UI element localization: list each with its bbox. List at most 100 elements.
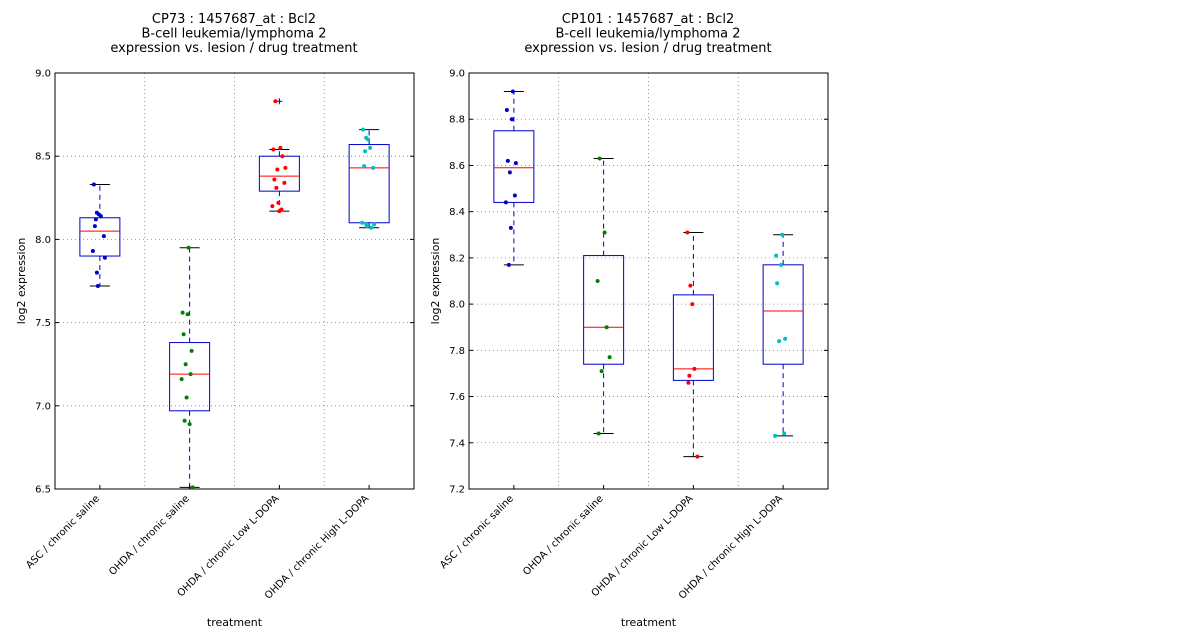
data-point <box>277 209 282 214</box>
box-2 <box>258 98 300 212</box>
data-point <box>685 230 690 235</box>
iqr-box <box>672 294 714 381</box>
y-tick-label: 8.0 <box>35 235 51 246</box>
y-tick-label: 9.0 <box>35 69 51 80</box>
x-tick-label: OHDA / chronic saline <box>521 493 606 578</box>
data-point <box>90 249 95 254</box>
data-point <box>775 281 780 286</box>
data-point <box>599 369 604 374</box>
plot-frame <box>54 72 415 490</box>
data-point <box>686 380 691 385</box>
data-point <box>361 127 366 132</box>
iqr-box <box>348 144 390 224</box>
data-point <box>513 161 518 166</box>
x-tick-label: ASC / chronic saline <box>24 493 102 571</box>
data-point <box>272 177 277 182</box>
data-point <box>363 149 368 154</box>
data-point <box>183 362 188 367</box>
data-point <box>597 156 602 161</box>
data-point <box>507 170 512 175</box>
chart-title-line: B-cell leukemia/lymphoma 2 <box>555 27 740 42</box>
data-point <box>695 454 700 459</box>
data-point <box>596 431 601 436</box>
y-tick-label: 8.4 <box>449 207 465 218</box>
x-tick-label: ASC / chronic saline <box>438 493 516 571</box>
data-point <box>102 255 107 260</box>
data-point <box>607 355 612 360</box>
y-axis-label: log2 expression <box>429 238 442 325</box>
y-tick-label: 7.0 <box>35 401 51 412</box>
data-point <box>184 395 189 400</box>
x-axis-label: treatment <box>207 616 263 629</box>
data-point <box>774 253 779 258</box>
data-point <box>91 182 96 187</box>
plot-frame <box>468 72 829 490</box>
data-point <box>779 262 784 267</box>
iqr-box <box>169 342 211 412</box>
y-tick-label: 9.0 <box>449 69 465 80</box>
data-point <box>101 234 106 239</box>
data-point <box>186 245 191 250</box>
data-point <box>508 225 513 230</box>
data-point <box>602 230 607 235</box>
data-point <box>510 89 515 94</box>
data-point <box>98 214 103 219</box>
iqr-box <box>258 155 300 192</box>
y-tick-label: 8.8 <box>449 115 465 126</box>
data-point <box>360 220 365 225</box>
data-point <box>185 312 190 317</box>
y-tick-label: 8.5 <box>35 152 51 163</box>
data-point <box>275 167 280 172</box>
iqr-box <box>79 217 121 257</box>
data-point <box>512 193 517 198</box>
data-point <box>371 165 376 170</box>
box-0 <box>79 183 121 287</box>
data-point <box>273 99 278 104</box>
data-point <box>368 145 373 150</box>
data-point <box>270 204 275 209</box>
y-tick-label: 7.2 <box>449 485 465 496</box>
box-0 <box>493 90 535 266</box>
box-1 <box>583 158 625 435</box>
chart-title-line: CP101 : 1457687_at : Bcl2 <box>562 12 734 27</box>
data-point <box>282 180 287 185</box>
y-axis-label: log2 expression <box>15 238 28 325</box>
data-point <box>372 222 377 227</box>
x-tick-label: OHDA / chronic High L-DOPA <box>263 493 371 601</box>
data-point <box>503 200 508 205</box>
data-point <box>362 164 367 169</box>
data-point <box>283 165 288 170</box>
data-point <box>506 262 511 267</box>
iqr-box <box>762 264 804 365</box>
box-3 <box>348 129 390 229</box>
data-point <box>189 348 194 353</box>
data-point <box>180 310 185 315</box>
data-point <box>365 224 370 229</box>
data-point <box>505 158 510 163</box>
y-tick-label: 7.8 <box>449 346 465 357</box>
data-point <box>94 270 99 275</box>
data-point <box>780 232 785 237</box>
y-tick-label: 7.4 <box>449 438 465 449</box>
data-point <box>179 377 184 382</box>
data-point <box>187 422 192 427</box>
box-1 <box>169 247 211 488</box>
data-point <box>783 336 788 341</box>
data-point <box>604 325 609 330</box>
data-point <box>271 147 276 152</box>
x-tick-label: OHDA / chronic Low L-DOPA <box>176 493 282 599</box>
y-tick-label: 8.0 <box>449 300 465 311</box>
x-tick-label: OHDA / chronic saline <box>107 493 192 578</box>
box-3 <box>762 234 804 437</box>
data-point <box>692 366 697 371</box>
data-point <box>366 137 371 142</box>
data-point <box>782 431 787 436</box>
chart-title-line: expression vs. lesion / drug treatment <box>524 41 771 56</box>
data-point <box>278 145 283 150</box>
data-point <box>280 154 285 159</box>
data-point <box>95 283 100 288</box>
box-2 <box>672 231 714 458</box>
x-axis-label: treatment <box>621 616 677 629</box>
